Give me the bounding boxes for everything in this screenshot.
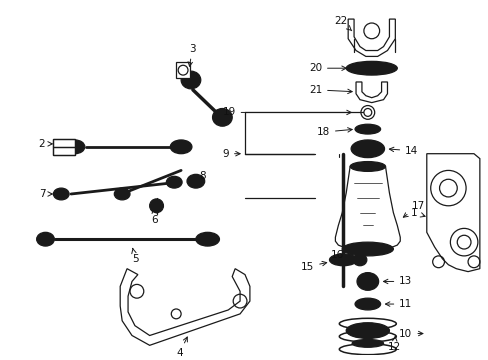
- Ellipse shape: [166, 176, 182, 188]
- Ellipse shape: [350, 140, 384, 158]
- Text: 4: 4: [176, 337, 187, 358]
- Polygon shape: [355, 82, 386, 103]
- Ellipse shape: [356, 273, 378, 290]
- Text: 2: 2: [39, 139, 52, 149]
- Text: 15: 15: [301, 261, 326, 272]
- Bar: [53, 147, 75, 155]
- Ellipse shape: [354, 124, 380, 134]
- Text: 7: 7: [39, 189, 52, 199]
- Text: 12: 12: [386, 336, 400, 352]
- Polygon shape: [347, 19, 394, 57]
- Bar: [53, 139, 75, 155]
- Ellipse shape: [65, 140, 84, 154]
- Ellipse shape: [346, 323, 388, 338]
- Text: 10: 10: [399, 329, 422, 338]
- Ellipse shape: [53, 188, 69, 200]
- Polygon shape: [335, 166, 400, 249]
- Text: 9: 9: [222, 149, 240, 159]
- Text: 13: 13: [383, 276, 412, 287]
- Bar: [176, 62, 189, 78]
- Polygon shape: [426, 154, 479, 272]
- Text: 8: 8: [192, 171, 205, 181]
- Ellipse shape: [170, 140, 191, 154]
- Ellipse shape: [149, 199, 163, 213]
- Text: 18: 18: [316, 127, 351, 137]
- Ellipse shape: [212, 108, 232, 126]
- Polygon shape: [120, 269, 249, 345]
- Ellipse shape: [114, 188, 130, 200]
- Ellipse shape: [349, 162, 385, 171]
- Ellipse shape: [329, 254, 356, 266]
- Text: 22: 22: [334, 16, 351, 31]
- Bar: [53, 139, 75, 147]
- Ellipse shape: [346, 61, 396, 75]
- Text: 5: 5: [131, 248, 138, 264]
- Text: 19: 19: [222, 107, 350, 117]
- Text: 20: 20: [308, 63, 346, 73]
- Ellipse shape: [342, 242, 392, 256]
- Text: 6: 6: [151, 209, 158, 225]
- Text: 17: 17: [403, 201, 425, 217]
- Text: 14: 14: [388, 146, 418, 156]
- Text: 16: 16: [330, 250, 353, 260]
- Text: 3: 3: [188, 44, 195, 66]
- Text: 11: 11: [385, 299, 412, 309]
- Ellipse shape: [354, 298, 380, 310]
- Text: 1: 1: [410, 208, 424, 218]
- Ellipse shape: [37, 232, 54, 246]
- Ellipse shape: [196, 232, 219, 246]
- Ellipse shape: [181, 71, 201, 89]
- Text: 21: 21: [308, 85, 351, 95]
- Ellipse shape: [186, 174, 204, 188]
- Ellipse shape: [351, 339, 383, 347]
- Ellipse shape: [352, 254, 366, 266]
